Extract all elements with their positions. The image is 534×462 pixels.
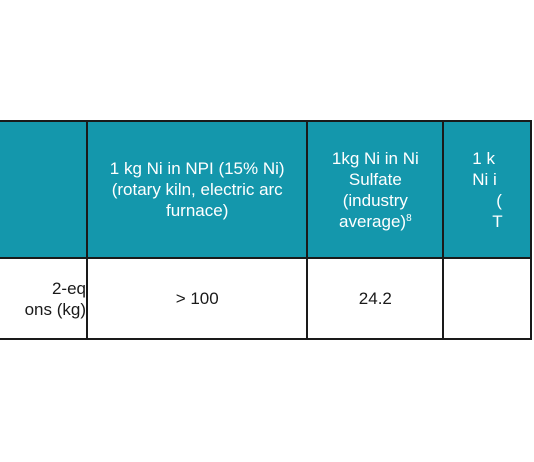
- footnote-reference: 8: [406, 212, 412, 224]
- partial-value-cell: [442, 257, 532, 340]
- table-row: 2-eq ons (kg) > 100 24.2: [0, 257, 532, 340]
- header-npi-line-3: furnace): [166, 201, 229, 220]
- emissions-comparison-table: 1 kg Ni in NPI (15% Ni) (rotary kiln, el…: [0, 120, 532, 340]
- header-partial-line-2: Ni i: [472, 169, 497, 189]
- header-sulfate-line-4-text: average): [338, 211, 407, 231]
- header-sulfate-line-2: Sulfate: [348, 169, 402, 189]
- header-cell-label: [0, 120, 88, 259]
- row-label-line-1: 2-eq: [51, 278, 86, 298]
- header-partial-line-4: T: [492, 211, 503, 231]
- header-cell-ni-sulfate: 1kg Ni in Ni Sulfate (industry average)8: [306, 120, 445, 259]
- header-cell-partial: 1 k Ni i ( T: [442, 120, 532, 259]
- header-partial-line-1: 1 k: [472, 148, 495, 168]
- row-label-cell: 2-eq ons (kg): [0, 257, 88, 340]
- header-npi-line-1: 1 kg Ni in NPI (15% Ni): [109, 159, 285, 178]
- table-header-row: 1 kg Ni in NPI (15% Ni) (rotary kiln, el…: [0, 120, 532, 259]
- sulfate-value-cell: 24.2: [306, 257, 445, 340]
- header-sulfate-line-4: average)8: [309, 211, 441, 232]
- row-label-line-2: ons (kg): [24, 299, 86, 319]
- header-partial-line-3: (: [496, 190, 502, 210]
- header-cell-npi: 1 kg Ni in NPI (15% Ni) (rotary kiln, el…: [85, 120, 309, 259]
- npi-value-cell: > 100: [85, 257, 309, 340]
- header-sulfate-line-1: 1kg Ni in Ni: [331, 148, 419, 168]
- header-npi-line-2: (rotary kiln, electric arc: [111, 180, 283, 199]
- header-sulfate-line-3: (industry: [342, 190, 408, 210]
